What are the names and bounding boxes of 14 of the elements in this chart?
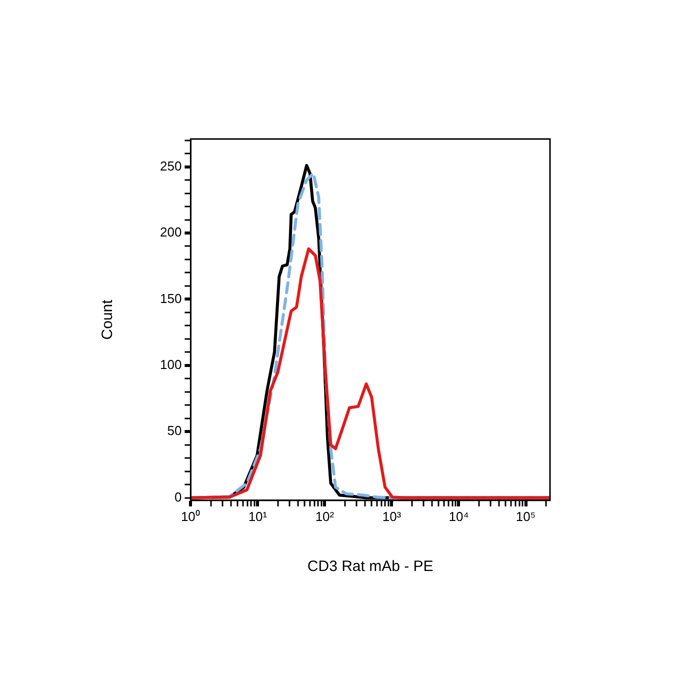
y-tick-label: 200 — [160, 224, 182, 240]
x-tick-label: 10¹ — [248, 508, 268, 524]
y-tick-label: 150 — [160, 290, 182, 306]
x-tick-label: 10² — [315, 508, 335, 524]
y-axis-title: Count — [99, 298, 116, 340]
x-tick-label: 10³ — [382, 508, 402, 524]
y-tick-label: 0 — [174, 489, 182, 504]
x-axis-title: CD3 Rat mAb - PE — [307, 558, 434, 576]
y-tick-label: 250 — [160, 158, 182, 174]
y-tick-label: 50 — [167, 423, 182, 438]
y-tick-label: 100 — [160, 356, 182, 372]
x-tick-label: 10⁰ — [180, 508, 200, 524]
x-tick-label: 10⁴ — [448, 508, 469, 524]
x-tick-label: 10⁵ — [516, 508, 536, 524]
